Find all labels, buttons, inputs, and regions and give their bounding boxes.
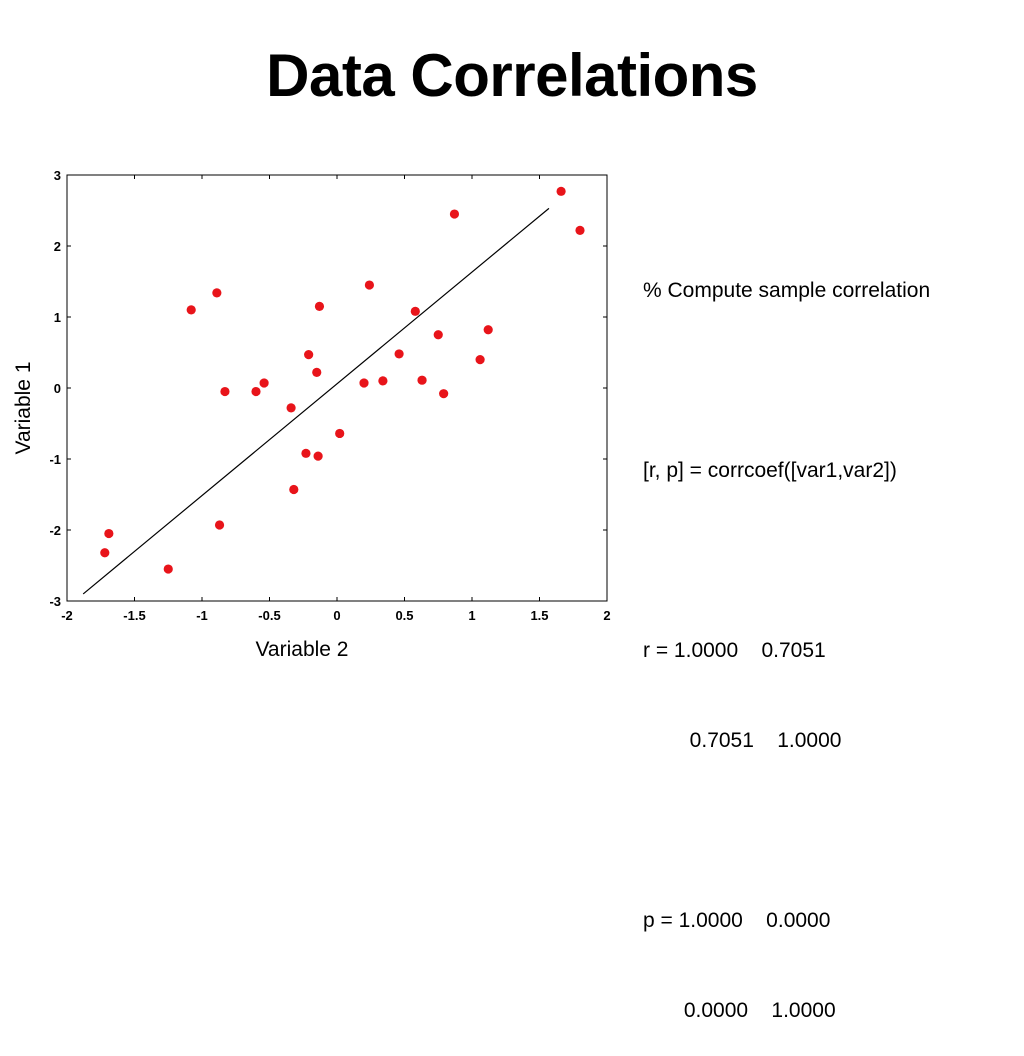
data-point <box>289 484 299 495</box>
y-tick-label: -3 <box>49 594 61 609</box>
data-point <box>212 288 222 298</box>
y-tick-label: -1 <box>49 452 61 467</box>
x-tick-label: -2 <box>61 608 73 623</box>
x-axis-label: Variable 2 <box>255 638 348 661</box>
data-point <box>483 325 493 335</box>
data-point <box>304 350 314 360</box>
data-point <box>378 376 388 386</box>
x-tick-label: 0.5 <box>395 608 413 623</box>
code-spacer <box>643 816 1013 846</box>
plot-frame <box>66 174 608 602</box>
y-tick-label: 2 <box>54 239 61 254</box>
data-point <box>335 428 345 439</box>
data-point <box>314 301 325 311</box>
data-point <box>220 386 230 397</box>
code-command: [r, p] = corrcoef([var1,var2]) <box>643 459 897 482</box>
data-point <box>313 451 323 461</box>
y-tick-label: 3 <box>54 168 61 183</box>
data-point <box>259 378 269 388</box>
code-comment: % Compute sample correlation <box>643 279 931 302</box>
x-tick-label: -1 <box>196 608 208 623</box>
p-matrix-row-2: 0.0000 1.0000 <box>643 999 836 1022</box>
data-point <box>575 225 585 235</box>
y-tick-label: 0 <box>54 381 61 396</box>
data-point <box>433 330 443 340</box>
data-point <box>251 386 261 397</box>
code-panel: % Compute sample correlation [r, p] = co… <box>643 216 1013 1056</box>
data-point <box>214 520 225 530</box>
data-point <box>394 349 404 359</box>
x-tick-label: -0.5 <box>258 608 280 623</box>
fit-line <box>82 207 550 595</box>
x-tick-label: 1 <box>468 608 475 623</box>
y-tick-label: 1 <box>54 310 61 325</box>
data-point <box>556 186 566 196</box>
data-point <box>186 305 196 315</box>
data-point <box>286 403 296 413</box>
data-point <box>301 448 311 458</box>
code-spacer <box>643 546 1013 576</box>
axis-labels: -2 -1.5 -1 -0.5 0 0.5 1 1.5 2-3-2-10123Variable … <box>12 168 611 661</box>
data-point <box>163 564 173 574</box>
data-point <box>439 389 449 399</box>
x-tick-label: 2 <box>603 608 610 623</box>
data-point <box>359 378 369 388</box>
data-point <box>100 548 110 558</box>
x-tick-label: -1.5 <box>123 608 145 623</box>
axes <box>66 174 608 602</box>
code-spacer <box>643 366 1013 396</box>
x-tick-label: 1.5 <box>530 608 548 623</box>
data-point <box>312 367 322 377</box>
slide-title: Data Correlations <box>266 42 758 109</box>
r-matrix-row-1: r = 1.0000 0.7051 <box>643 639 826 662</box>
data-point <box>417 375 427 385</box>
y-axis-label: Variable 1 <box>12 361 35 454</box>
data-point <box>104 528 114 539</box>
data-point <box>410 306 420 316</box>
data-point <box>475 355 485 365</box>
data-point <box>364 280 374 290</box>
data-points <box>100 186 585 574</box>
y-tick-label: -2 <box>49 523 61 538</box>
p-matrix-row-1: p = 1.0000 0.0000 <box>643 909 831 932</box>
fit-line-group <box>82 207 550 595</box>
data-point <box>449 209 460 219</box>
scatter-chart: -2 -1.5 -1 -0.5 0 0.5 1 1.5 2-3-2-10123Variable … <box>12 168 611 661</box>
x-tick-label: 0 <box>333 608 340 623</box>
r-matrix-row-2: 0.7051 1.0000 <box>643 729 842 752</box>
